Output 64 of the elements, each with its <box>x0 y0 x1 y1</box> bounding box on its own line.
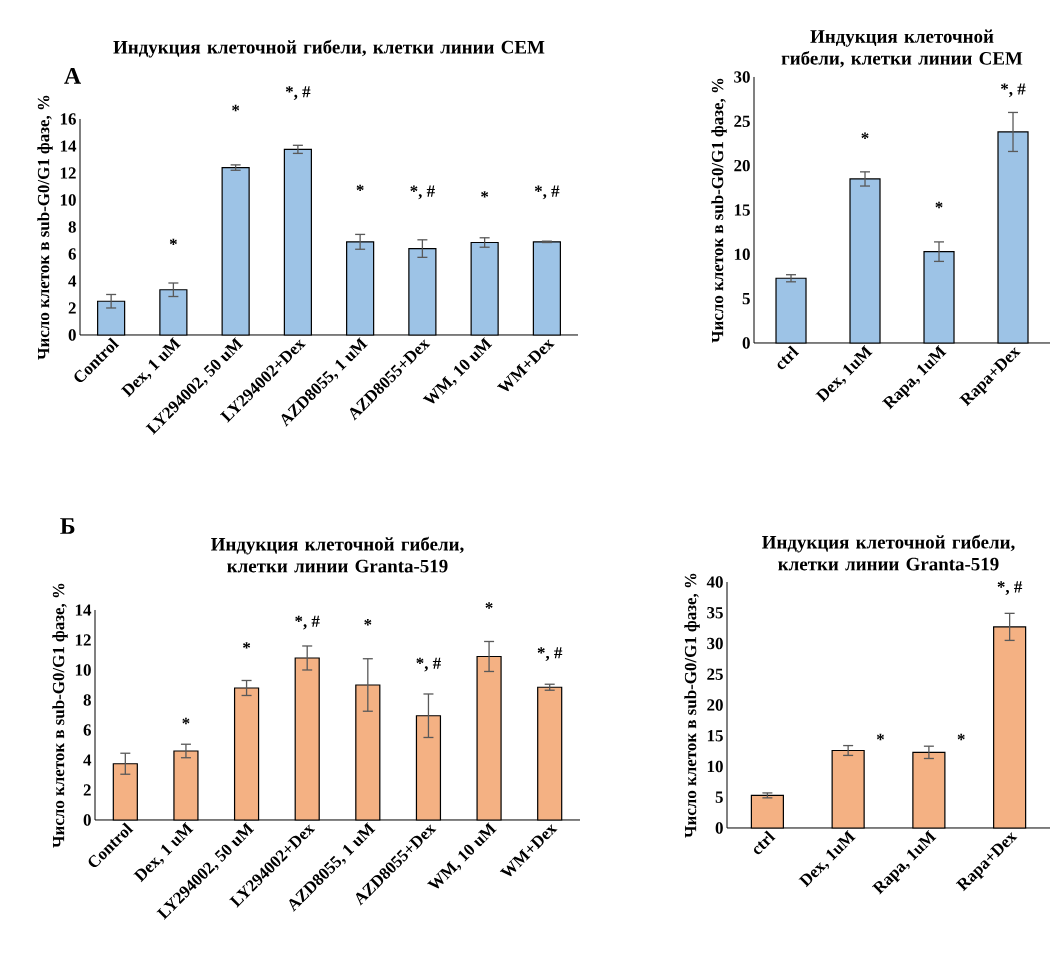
y-tick-label: 30 <box>707 637 723 650</box>
annotation: *, # <box>410 185 435 200</box>
y-tick-label: 0 <box>715 822 723 834</box>
y-tick-label: 10 <box>707 760 723 773</box>
y-tick-label: 2 <box>83 784 91 796</box>
chart-title: Индукция клеточной гибели, клетки линии Granta-519 <box>211 536 464 573</box>
y-tick-label: 15 <box>734 204 750 216</box>
annotation: * <box>861 132 869 139</box>
y-axis-title: Число клеток в sub-G0/G1 фазе, % <box>684 573 700 838</box>
y-tick-label: 4 <box>83 754 92 766</box>
y-tick-label: 40 <box>706 576 723 588</box>
annotation: * <box>169 238 177 246</box>
text: * <box>485 602 493 609</box>
annotation: *, # <box>1001 83 1026 98</box>
annotation: * <box>876 733 884 741</box>
y-tick-label: 35 <box>707 607 723 619</box>
y-tick-label: 0 <box>742 337 750 349</box>
chart-title: Индукция клеточной гибели, клетки линии CEM <box>781 29 1023 68</box>
text: * <box>232 104 240 112</box>
y-tick-label: 10 <box>60 194 76 206</box>
y-tick-label: 10 <box>75 664 91 676</box>
y-tick-label: 12 <box>75 634 91 646</box>
annotation: * <box>364 619 372 626</box>
y-tick-label: 4 <box>68 275 77 287</box>
annotation: * <box>935 201 943 209</box>
annotation: *, # <box>534 185 560 200</box>
annotation: *, # <box>416 657 441 672</box>
y-tick-label: 8 <box>83 694 91 706</box>
x-tick-label: ctrl <box>777 345 800 370</box>
y-tick-label: 25 <box>734 115 750 128</box>
y-tick-label: 30 <box>734 71 750 83</box>
y-axis-title: Число клеток в sub-G0/G1 фазе, % <box>37 95 53 360</box>
annotation: * <box>356 184 364 192</box>
text: Б <box>60 518 75 534</box>
y-tick-label: 12 <box>60 167 76 179</box>
y-axis-title: Число клеток в sub-G0/G1 фазе, % <box>52 583 68 848</box>
y-tick-label: 6 <box>68 248 76 260</box>
y-axis-title: Число клеток в sub-G0/G1 фазе, % <box>711 78 727 343</box>
y-tick-label: 10 <box>734 248 750 261</box>
annotation: *, # <box>997 581 1023 596</box>
annotation: *, # <box>537 647 563 661</box>
y-tick-label: 14 <box>60 140 77 152</box>
y-tick-label: 20 <box>707 699 723 711</box>
x-tick-label: ctrl <box>754 830 776 855</box>
y-tick-label: 6 <box>83 724 91 736</box>
chart-title: Индукция клеточной гибели, клетки линии Granta-519 <box>762 534 1015 571</box>
y-tick-label: 20 <box>734 159 750 172</box>
text: А <box>64 67 81 84</box>
y-tick-label: 25 <box>707 668 723 680</box>
annotation: * <box>243 642 251 649</box>
annotation: * <box>182 717 190 725</box>
y-tick-label: 15 <box>707 730 723 742</box>
y-tick-label: 2 <box>68 302 76 314</box>
text: *, # <box>285 86 311 100</box>
y-tick-label: 5 <box>715 791 723 803</box>
y-tick-label: 14 <box>75 604 92 616</box>
annotation: * <box>481 191 489 198</box>
y-tick-label: 5 <box>742 293 750 305</box>
annotation: *, # <box>295 615 320 630</box>
annotation: * <box>957 733 965 741</box>
y-tick-label: 16 <box>60 113 76 125</box>
chart-title: Индукция клеточной гибели, клетки линии CEM <box>113 39 545 58</box>
y-tick-label: 0 <box>68 329 76 341</box>
y-tick-label: 8 <box>68 221 76 233</box>
